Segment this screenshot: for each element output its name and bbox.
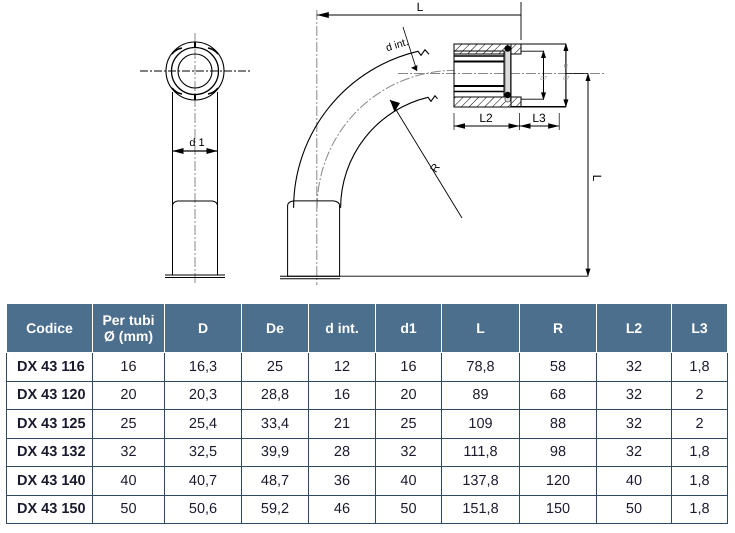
svg-text:R: R <box>428 162 442 175</box>
svg-text:L2: L2 <box>479 111 493 125</box>
svg-text:L: L <box>590 175 604 182</box>
svg-text:▱: ▱ <box>562 72 569 82</box>
svg-text:d int.: d int. <box>384 36 409 54</box>
svg-text:L3: L3 <box>532 111 546 125</box>
svg-text:L: L <box>417 0 424 14</box>
svg-text:▱: ▱ <box>540 72 547 82</box>
svg-text:e: e <box>564 61 569 70</box>
svg-text:d 1: d 1 <box>189 137 204 149</box>
